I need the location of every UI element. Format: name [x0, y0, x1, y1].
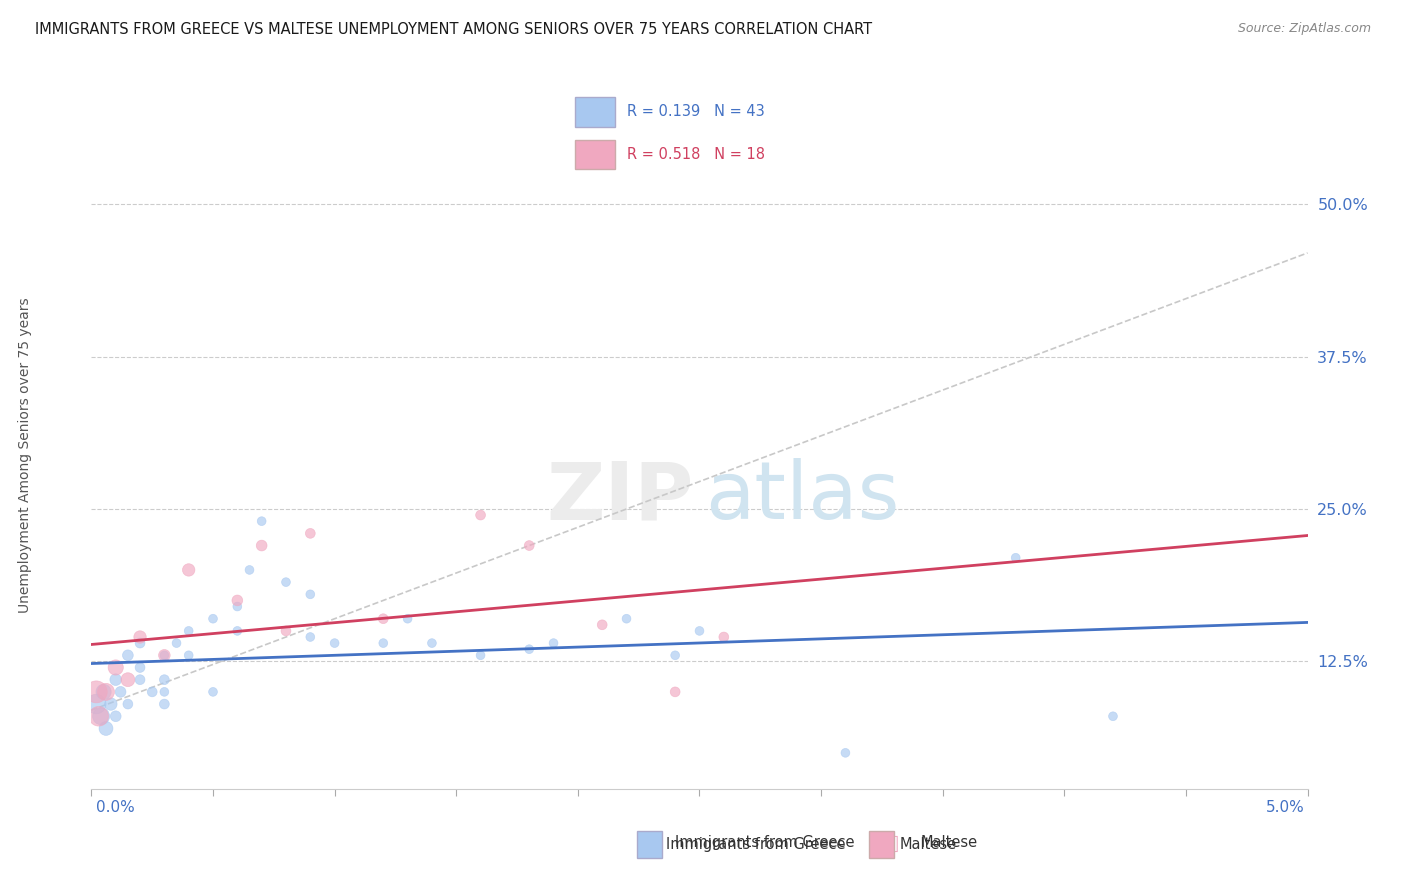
Point	[470, 648, 492, 663]
Point	[104, 673, 127, 687]
Point	[110, 685, 132, 699]
Point	[87, 709, 110, 723]
Point	[1004, 550, 1026, 565]
Point	[664, 685, 686, 699]
Point	[591, 617, 613, 632]
Point	[250, 514, 273, 528]
Point	[202, 612, 225, 626]
Point	[166, 636, 188, 650]
Text: ⬜: ⬜	[887, 833, 898, 853]
Point	[517, 642, 540, 657]
Point	[84, 685, 107, 699]
Text: R = 0.518   N = 18: R = 0.518 N = 18	[627, 147, 765, 162]
Point	[100, 697, 122, 711]
Point	[226, 593, 249, 607]
Point	[299, 526, 322, 541]
Point	[94, 722, 117, 736]
Point	[1102, 709, 1125, 723]
Text: ⬜: ⬜	[641, 833, 652, 853]
Point	[104, 709, 127, 723]
Point	[420, 636, 443, 650]
Point	[299, 587, 322, 601]
Point	[616, 612, 638, 626]
Point	[517, 539, 540, 553]
Point	[153, 648, 176, 663]
Point	[153, 685, 176, 699]
Point	[129, 630, 152, 644]
Point	[834, 746, 856, 760]
Point	[177, 648, 200, 663]
Text: Source: ZipAtlas.com: Source: ZipAtlas.com	[1237, 22, 1371, 36]
Point	[396, 612, 419, 626]
Point	[84, 697, 107, 711]
Point	[238, 563, 260, 577]
Point	[117, 673, 139, 687]
Point	[543, 636, 565, 650]
Point	[226, 624, 249, 638]
FancyBboxPatch shape	[575, 140, 614, 169]
Point	[202, 685, 225, 699]
Point	[274, 575, 297, 590]
Text: IMMIGRANTS FROM GREECE VS MALTESE UNEMPLOYMENT AMONG SENIORS OVER 75 YEARS CORRE: IMMIGRANTS FROM GREECE VS MALTESE UNEMPL…	[35, 22, 872, 37]
Point	[141, 685, 163, 699]
Point	[177, 563, 200, 577]
Point	[153, 648, 176, 663]
Text: atlas: atlas	[706, 458, 900, 536]
Point	[93, 685, 115, 699]
Point	[323, 636, 346, 650]
Text: Maltese: Maltese	[900, 838, 957, 852]
Point	[129, 673, 152, 687]
Text: 5.0%: 5.0%	[1265, 800, 1305, 814]
Point	[104, 660, 127, 674]
FancyBboxPatch shape	[575, 97, 614, 127]
Point	[117, 648, 139, 663]
Text: Unemployment Among Seniors over 75 years: Unemployment Among Seniors over 75 years	[18, 297, 32, 613]
Text: R = 0.139   N = 43: R = 0.139 N = 43	[627, 104, 765, 120]
Point	[470, 508, 492, 522]
Point	[153, 697, 176, 711]
Point	[664, 648, 686, 663]
Text: Immigrants from Greece: Immigrants from Greece	[666, 838, 846, 852]
Point	[250, 539, 273, 553]
Point	[713, 630, 735, 644]
Text: Maltese: Maltese	[921, 836, 979, 850]
Point	[373, 636, 395, 650]
Point	[129, 636, 152, 650]
Text: ZIP: ZIP	[546, 458, 693, 536]
Point	[90, 709, 112, 723]
Point	[299, 630, 322, 644]
Point	[688, 624, 710, 638]
Text: 0.0%: 0.0%	[96, 800, 135, 814]
Point	[129, 660, 152, 674]
Text: Immigrants from Greece: Immigrants from Greece	[675, 836, 855, 850]
Point	[177, 624, 200, 638]
Point	[153, 673, 176, 687]
Point	[274, 624, 297, 638]
Point	[226, 599, 249, 614]
Point	[117, 697, 139, 711]
Point	[94, 685, 117, 699]
Point	[373, 612, 395, 626]
